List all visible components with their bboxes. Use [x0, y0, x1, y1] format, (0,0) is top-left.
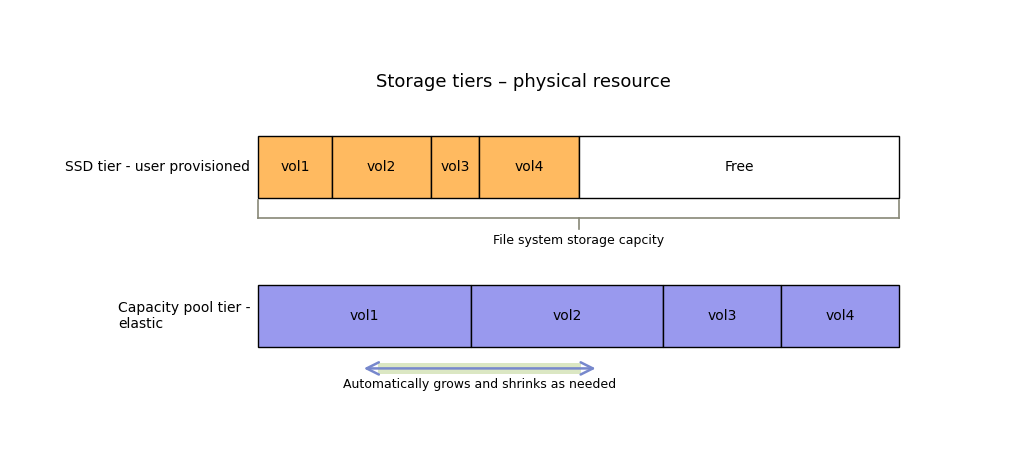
- Bar: [663, 285, 781, 347]
- Text: vol2: vol2: [367, 160, 396, 174]
- Bar: [258, 285, 471, 347]
- Text: vol4: vol4: [825, 309, 855, 323]
- Text: vol3: vol3: [441, 160, 470, 174]
- Text: vol1: vol1: [281, 160, 309, 174]
- Text: SSD tier - user provisioned: SSD tier - user provisioned: [65, 160, 250, 174]
- Text: vol3: vol3: [708, 309, 737, 323]
- Bar: [332, 136, 431, 198]
- Text: File system storage capcity: File system storage capcity: [493, 234, 665, 247]
- Bar: [379, 363, 581, 374]
- Text: vol1: vol1: [350, 309, 379, 323]
- Bar: [471, 285, 663, 347]
- Text: Capacity pool tier -
elastic: Capacity pool tier - elastic: [117, 300, 250, 331]
- Bar: [479, 136, 579, 198]
- Text: Free: Free: [724, 160, 753, 174]
- Text: Automatically grows and shrinks as needed: Automatically grows and shrinks as neede…: [343, 378, 617, 391]
- Text: Storage tiers – physical resource: Storage tiers – physical resource: [376, 73, 671, 91]
- Text: vol2: vol2: [552, 309, 582, 323]
- Bar: [258, 136, 332, 198]
- Bar: [431, 136, 479, 198]
- Bar: [579, 136, 900, 198]
- Bar: [781, 285, 900, 347]
- Text: vol4: vol4: [515, 160, 543, 174]
